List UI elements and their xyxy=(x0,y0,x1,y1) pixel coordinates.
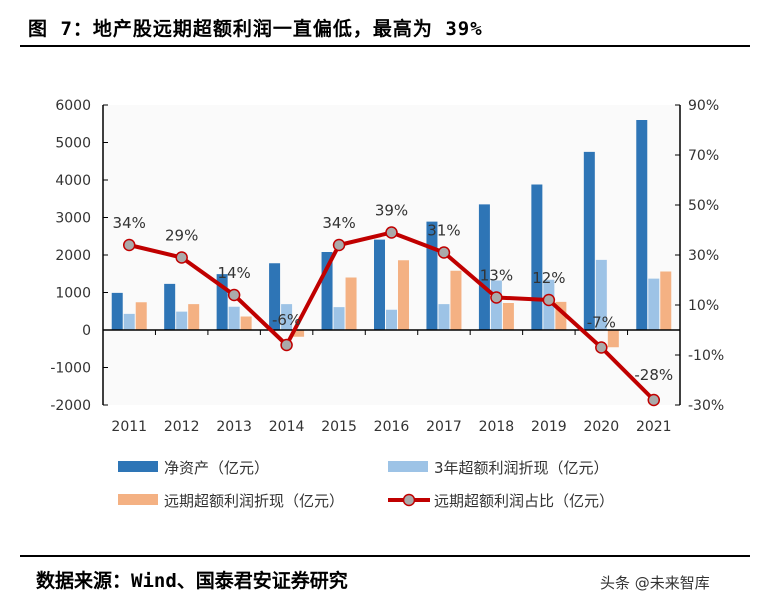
bar-2018-1 xyxy=(490,280,502,330)
bar-2021-1 xyxy=(648,278,660,330)
bar-2016-1 xyxy=(386,309,397,330)
x-tick-label: 2011 xyxy=(111,419,147,435)
left-tick-label: 1000 xyxy=(55,286,91,302)
x-tick-label: 2019 xyxy=(531,419,567,435)
bar-2019-2 xyxy=(555,301,567,330)
x-tick-label: 2012 xyxy=(164,419,200,435)
bar-2014-0 xyxy=(269,263,281,330)
bar-2018-0 xyxy=(478,204,490,330)
bar-2015-2 xyxy=(345,277,357,330)
x-tick-label: 2020 xyxy=(583,419,619,435)
bar-2012-0 xyxy=(164,283,176,330)
bar-2013-1 xyxy=(228,306,240,330)
x-tick-label: 2016 xyxy=(374,419,410,435)
bar-2020-2 xyxy=(607,330,619,348)
bar-2017-0 xyxy=(426,221,438,330)
data-label: -6% xyxy=(272,311,301,329)
ratio-point xyxy=(542,293,556,307)
bar-2017-2 xyxy=(450,270,462,330)
source-note: 数据来源：Wind、国泰君安证券研究 xyxy=(36,570,348,592)
ratio-point xyxy=(175,251,188,264)
data-label: 12% xyxy=(532,269,565,287)
data-label: 31% xyxy=(427,222,460,240)
x-tick-label: 2018 xyxy=(479,419,515,435)
data-label: 39% xyxy=(375,202,408,220)
right-tick-label: 70% xyxy=(688,148,719,164)
x-tick-label: 2014 xyxy=(269,419,305,435)
bar-2021-2 xyxy=(660,271,672,330)
right-tick-label: 90% xyxy=(688,98,719,114)
bar-2012-1 xyxy=(176,311,188,330)
right-tick-label: 30% xyxy=(688,248,719,264)
left-tick-label: -2000 xyxy=(50,398,91,414)
data-label: -28% xyxy=(634,366,673,384)
ratio-point xyxy=(227,288,241,302)
x-tick-label: 2015 xyxy=(321,419,357,435)
data-label: 14% xyxy=(217,264,250,282)
bar-2017-1 xyxy=(438,304,450,330)
right-tick-label: 50% xyxy=(688,198,719,214)
x-tick-label: 2021 xyxy=(636,419,672,435)
legend-label: 3年超额利润折现（亿元） xyxy=(434,459,609,477)
right-tick-label: -10% xyxy=(688,348,724,364)
x-tick-label: 2013 xyxy=(216,419,252,435)
bar-2013-2 xyxy=(240,316,252,330)
bar-2015-0 xyxy=(321,252,333,330)
data-label: -7% xyxy=(587,314,616,332)
data-label: 29% xyxy=(165,227,198,245)
left-tick-label: 4000 xyxy=(55,173,91,189)
right-tick-label: -30% xyxy=(688,398,724,414)
left-tick-label: -1000 xyxy=(50,361,91,377)
watermark: 头条 @未来智库 xyxy=(600,574,710,592)
bar-2020-1 xyxy=(595,259,607,330)
ratio-point xyxy=(280,338,293,352)
bar-2016-2 xyxy=(398,260,409,330)
bar-2016-0 xyxy=(374,239,385,330)
legend-label: 净资产（亿元） xyxy=(164,459,269,477)
bar-2014-2 xyxy=(293,330,305,337)
bar-2014-1 xyxy=(281,304,293,330)
left-tick-label: 3000 xyxy=(55,211,91,227)
data-label: 34% xyxy=(322,214,355,232)
bar-2011-0 xyxy=(111,292,123,330)
ratio-point xyxy=(437,246,451,259)
left-tick-label: 0 xyxy=(82,323,91,339)
data-label: 13% xyxy=(480,267,513,285)
bar-2012-2 xyxy=(188,304,200,330)
bar-2021-0 xyxy=(636,120,648,330)
ratio-point xyxy=(385,226,398,239)
bar-2015-1 xyxy=(333,307,345,330)
legend-swatch xyxy=(388,461,428,472)
left-tick-label: 5000 xyxy=(55,136,91,152)
data-label: 34% xyxy=(113,214,146,232)
ratio-point xyxy=(595,341,608,354)
bar-2018-2 xyxy=(502,303,514,330)
ratio-point xyxy=(122,238,136,252)
chart: 6000 5000 4000 3000 2000 1000 0 -1000 -2000 90% 70… xyxy=(50,98,724,510)
left-tick-label: 6000 xyxy=(55,98,91,114)
bar-2011-1 xyxy=(123,313,135,330)
bar-2011-2 xyxy=(135,302,147,330)
ratio-point xyxy=(647,393,661,407)
right-tick-label: 10% xyxy=(688,298,719,314)
x-tick-label: 2017 xyxy=(426,419,462,435)
left-tick-label: 2000 xyxy=(55,248,91,264)
ratio-point xyxy=(490,291,503,304)
bar-2020-0 xyxy=(583,151,595,330)
bar-2013-0 xyxy=(216,274,228,330)
legend-marker xyxy=(402,493,416,507)
legend-label: 远期超额利润折现（亿元） xyxy=(164,492,344,510)
legend-label: 远期超额利润占比（亿元） xyxy=(434,492,614,510)
legend-swatch xyxy=(118,494,158,505)
ratio-point xyxy=(332,238,346,252)
top-rule xyxy=(20,45,750,47)
bottom-rule xyxy=(20,555,750,557)
figure-title: 图 7：地产股远期超额利润一直偏低，最高为 39% xyxy=(28,18,483,40)
legend-swatch xyxy=(118,461,158,472)
bar-2019-0 xyxy=(531,184,543,330)
